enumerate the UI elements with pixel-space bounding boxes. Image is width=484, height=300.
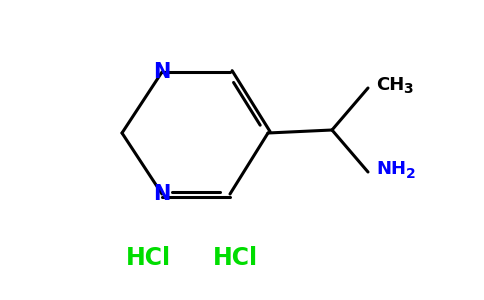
Text: HCl: HCl <box>212 246 257 270</box>
Text: 3: 3 <box>403 82 413 96</box>
Text: 2: 2 <box>406 167 416 181</box>
Text: N: N <box>153 62 171 82</box>
Text: NH: NH <box>376 160 406 178</box>
Text: N: N <box>153 184 171 204</box>
Text: HCl: HCl <box>125 246 170 270</box>
Text: CH: CH <box>376 76 404 94</box>
